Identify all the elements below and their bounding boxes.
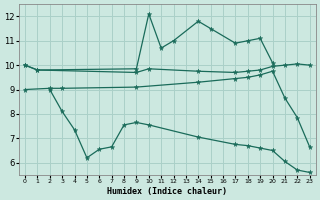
X-axis label: Humidex (Indice chaleur): Humidex (Indice chaleur) — [107, 187, 227, 196]
